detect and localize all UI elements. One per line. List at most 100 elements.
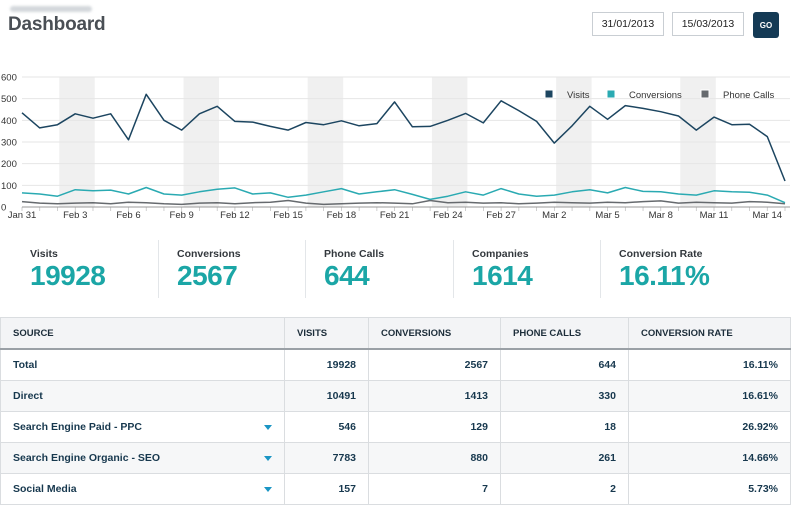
date-from-input[interactable]	[592, 12, 664, 36]
legend-label: Visits	[567, 90, 590, 101]
conversion-rate-cell: 26.92%	[628, 411, 791, 443]
phone-calls-cell: 261	[500, 442, 629, 474]
col-header-source[interactable]: SOURCE	[0, 317, 285, 350]
x-tick-label: Feb 9	[170, 210, 194, 221]
x-axis: Jan 31 Feb 3 Feb 6 Feb 9 Feb 12 Feb 15 Feb 18 F…	[8, 206, 790, 221]
stat-value: 16.11%	[619, 260, 710, 291]
stat-value: 19928	[30, 260, 106, 291]
source-cell[interactable]: Search Engine Organic - SEO	[0, 442, 285, 474]
series-line-conversions	[21, 186, 786, 204]
brand-name-blurred	[10, 6, 92, 12]
chevron-down-icon[interactable]	[264, 456, 272, 461]
legend-swatch	[700, 89, 710, 99]
divider	[453, 240, 454, 298]
phone-calls-cell: 644	[500, 348, 629, 381]
col-header-visits[interactable]: VISITS	[284, 317, 369, 350]
source-cell[interactable]: Search Engine Paid - PPC	[0, 411, 285, 443]
x-tick-label: Mar 14	[752, 210, 782, 221]
x-tick-label: Feb 12	[220, 210, 250, 221]
line-chart: 0 100 200 300 400 500 600 Jan 31 Feb 3 Feb 6 Feb …	[1, 73, 790, 221]
conversions-cell: 129	[368, 411, 501, 443]
divider	[158, 240, 159, 298]
x-tick-label: Mar 11	[700, 210, 729, 221]
chevron-down-icon[interactable]	[264, 487, 272, 492]
series-line-phone-calls	[21, 199, 786, 206]
legend-label: Phone Calls	[723, 90, 774, 101]
stat-label: Visits	[30, 248, 58, 260]
source-cell[interactable]: Social Media	[0, 473, 285, 505]
source-cell: Direct	[0, 380, 285, 412]
stat-value: 644	[324, 260, 370, 291]
x-tick-label: Feb 3	[63, 210, 87, 221]
date-to-input[interactable]	[672, 12, 744, 36]
conversions-cell: 880	[368, 442, 501, 474]
chart-legend: Visits Conversions Phone Calls	[544, 89, 774, 101]
conversion-rate-cell: 16.11%	[628, 348, 791, 381]
visits-cell: 157	[284, 473, 369, 505]
col-header-phone-calls[interactable]: PHONE CALLS	[500, 317, 629, 350]
col-header-conversions[interactable]: CONVERSIONS	[368, 317, 501, 350]
y-tick-label: 600	[1, 73, 17, 84]
source-cell: Total	[0, 348, 285, 381]
col-header-conversion-rate[interactable]: CONVERSION RATE	[628, 317, 791, 350]
x-tick-label: Mar 2	[542, 210, 566, 221]
visits-cell: 19928	[284, 348, 369, 381]
go-button[interactable]: GO	[753, 12, 779, 38]
conversion-rate-cell: 16.61%	[628, 380, 791, 412]
conversion-rate-cell: 14.66%	[628, 442, 791, 474]
source-label: Social Media	[13, 483, 77, 495]
conversions-cell: 1413	[368, 380, 501, 412]
x-tick-label: Feb 27	[486, 210, 516, 221]
table-row[interactable]: Social Media 157 7 2 5.73%	[0, 473, 791, 505]
chart-series	[21, 93, 786, 206]
stats-row: Visits 19928 Conversions 2567 Phone Call…	[0, 240, 800, 308]
y-axis: 0 100 200 300 400 500 600	[1, 73, 17, 214]
stat-value: 2567	[177, 260, 238, 291]
series-line-visits	[21, 93, 786, 182]
x-tick-label: Feb 18	[327, 210, 357, 221]
source-label: Search Engine Paid - PPC	[13, 421, 142, 433]
visits-cell: 546	[284, 411, 369, 443]
table-header-row: SOURCE VISITS CONVERSIONS PHONE CALLS CO…	[0, 317, 791, 350]
conversions-cell: 2567	[368, 348, 501, 381]
legend-label: Conversions	[629, 90, 682, 101]
phone-calls-cell: 2	[500, 473, 629, 505]
table-row[interactable]: Search Engine Paid - PPC 546 129 18 26.9…	[0, 411, 791, 443]
phone-calls-cell: 330	[500, 380, 629, 412]
visits-cell: 7783	[284, 442, 369, 474]
stat-label: Phone Calls	[324, 248, 385, 260]
legend-swatch	[544, 89, 554, 99]
stat-value: 1614	[472, 260, 533, 291]
x-tick-label: Jan 31	[8, 210, 37, 221]
y-tick-label: 0	[1, 203, 6, 214]
divider	[305, 240, 306, 298]
chevron-down-icon[interactable]	[264, 425, 272, 430]
stat-label: Conversion Rate	[619, 248, 703, 260]
visits-cell: 10491	[284, 380, 369, 412]
header: Dashboard GO	[0, 0, 800, 60]
x-tick-label: Feb 15	[273, 210, 303, 221]
y-tick-label: 400	[1, 116, 17, 127]
x-tick-label: Mar 5	[595, 210, 619, 221]
source-label: Search Engine Organic - SEO	[13, 452, 161, 464]
legend-swatch	[606, 89, 616, 99]
conversion-rate-cell: 5.73%	[628, 473, 791, 505]
conversions-cell: 7	[368, 473, 501, 505]
x-tick-label: Feb 21	[380, 210, 410, 221]
y-tick-label: 200	[1, 159, 17, 170]
y-tick-label: 100	[1, 181, 17, 192]
sources-table: SOURCE VISITS CONVERSIONS PHONE CALLS CO…	[0, 317, 791, 505]
y-tick-label: 300	[1, 138, 17, 149]
stat-label: Conversions	[177, 248, 241, 260]
divider	[600, 240, 601, 298]
page-title: Dashboard	[8, 14, 106, 35]
x-tick-label: Feb 6	[116, 210, 140, 221]
table-row[interactable]: Search Engine Organic - SEO 7783 880 261…	[0, 442, 791, 474]
x-tick-label: Mar 8	[649, 210, 673, 221]
table-row: Direct 10491 1413 330 16.61%	[0, 380, 791, 412]
table-row: Total 19928 2567 644 16.11%	[0, 348, 791, 381]
x-tick-label: Feb 24	[433, 210, 463, 221]
phone-calls-cell: 18	[500, 411, 629, 443]
stat-label: Companies	[472, 248, 529, 260]
y-tick-label: 500	[1, 94, 17, 105]
